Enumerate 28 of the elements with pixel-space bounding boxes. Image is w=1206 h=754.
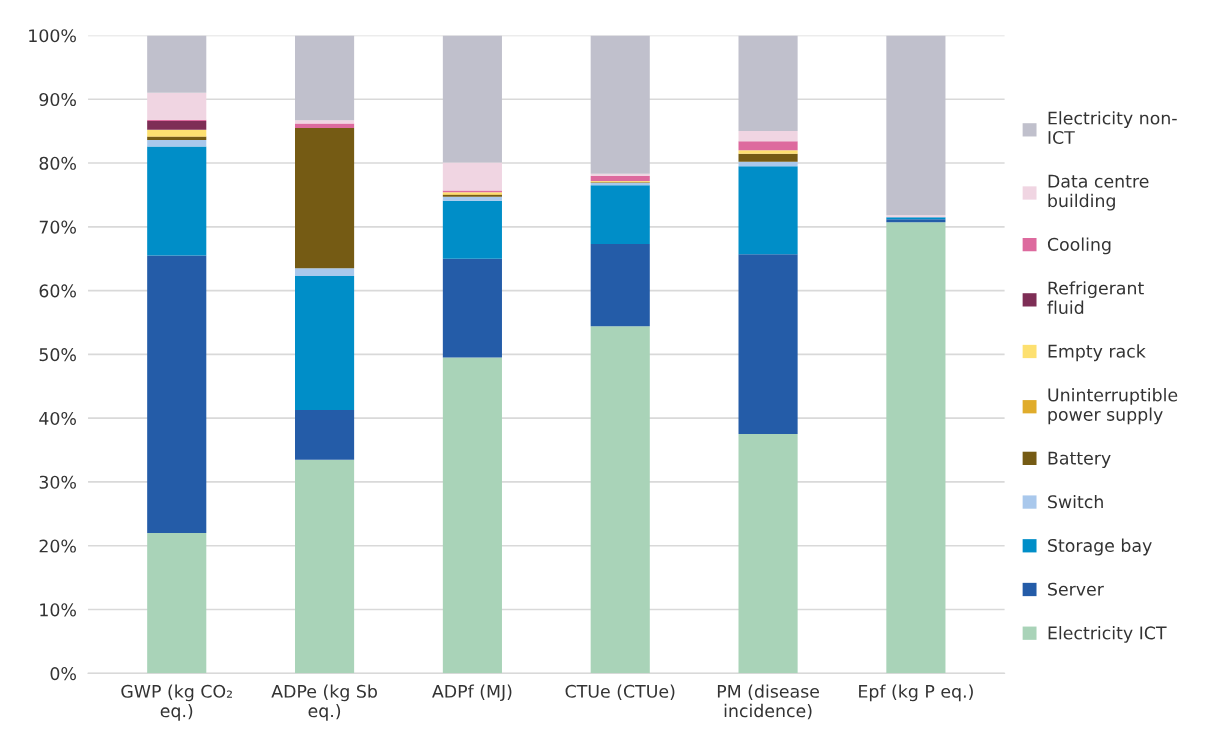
x-tick-label: CTUe (CTUe) bbox=[565, 684, 675, 700]
legend-label: Cooling bbox=[1047, 237, 1111, 255]
y-tick-label: 70% bbox=[39, 220, 76, 234]
legend-label: Electricity non- ICT bbox=[1048, 111, 1177, 145]
y-tick-label: 50% bbox=[39, 348, 76, 362]
y-tick-label: 90% bbox=[39, 92, 76, 107]
legend-label: Electricity ICT bbox=[1048, 626, 1167, 643]
x-tick-label: PM (disease incidence) bbox=[717, 684, 819, 720]
y-tick-label: 0% bbox=[50, 667, 76, 681]
x-tick-label: Epf (kg P eq.) bbox=[859, 684, 973, 702]
legend-label: Storage bay bbox=[1048, 538, 1152, 556]
legend-label: Battery bbox=[1048, 451, 1111, 468]
legend-label: Uninterruptible power supply bbox=[1048, 388, 1178, 425]
y-tick-label: 30% bbox=[39, 475, 76, 489]
x-tick-label: ADPf (MJ) bbox=[432, 684, 512, 702]
y-tick-label: 60% bbox=[39, 284, 76, 298]
legend-label: Switch bbox=[1048, 494, 1103, 509]
legend-label: Data centre building bbox=[1048, 174, 1149, 211]
y-tick-label: 10% bbox=[40, 603, 76, 617]
y-tick-label: 40% bbox=[39, 411, 76, 426]
legend-label: Empty rack bbox=[1048, 344, 1146, 362]
y-tick-label: 80% bbox=[39, 156, 76, 170]
legend-label: Refrigerant fluid bbox=[1047, 281, 1144, 315]
legend-label: Server bbox=[1048, 582, 1104, 596]
y-tick-label: 100% bbox=[29, 29, 76, 43]
x-tick-label: ADPe (kg Sb eq.) bbox=[271, 684, 377, 721]
x-tick-label: GWP (kg CO₂ eq.) bbox=[121, 684, 233, 721]
y-tick-label: 20% bbox=[39, 539, 76, 553]
